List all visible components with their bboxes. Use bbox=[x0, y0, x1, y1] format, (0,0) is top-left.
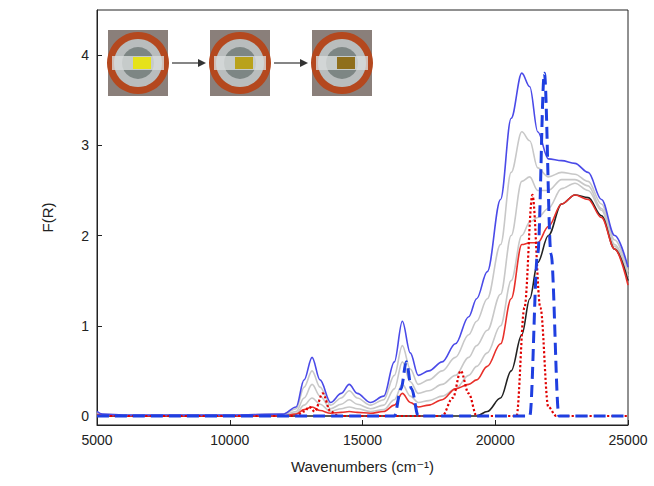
svg-text:3: 3 bbox=[81, 137, 89, 153]
svg-text:2: 2 bbox=[81, 228, 89, 244]
svg-text:25000: 25000 bbox=[609, 432, 648, 448]
svg-text:10000: 10000 bbox=[210, 432, 249, 448]
svg-text:0: 0 bbox=[81, 408, 89, 424]
svg-text:20000: 20000 bbox=[476, 432, 515, 448]
svg-text:Wavenumbers (cm⁻¹): Wavenumbers (cm⁻¹) bbox=[291, 458, 434, 475]
svg-text:5000: 5000 bbox=[81, 432, 112, 448]
svg-text:1: 1 bbox=[81, 318, 89, 334]
svg-text:4: 4 bbox=[81, 47, 89, 63]
svg-text:F(R): F(R) bbox=[39, 203, 56, 233]
svg-text:15000: 15000 bbox=[343, 432, 382, 448]
